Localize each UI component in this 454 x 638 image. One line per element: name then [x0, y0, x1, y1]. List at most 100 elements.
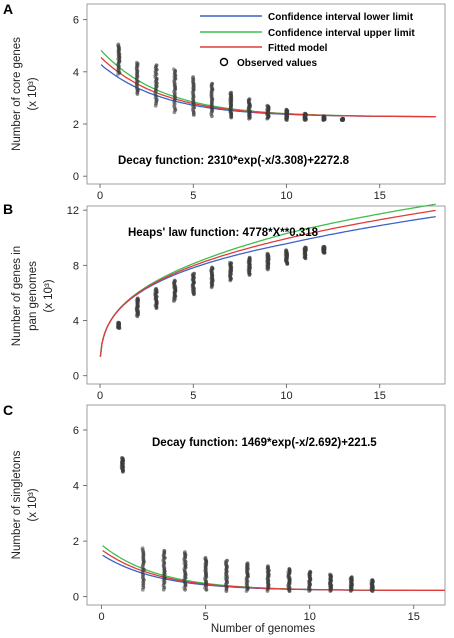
panel-c-ticks: 0 5 10 15 0 2 4 6 — [73, 425, 420, 623]
observed-point — [120, 455, 124, 460]
panel-c: C Number of singletons (x 10³) 0 5 10 15 0 2 4… — [3, 402, 446, 635]
observed-point — [134, 60, 139, 65]
panel-c-curves — [102, 545, 445, 592]
panel-b-curve-fitted — [99, 209, 436, 357]
panel-b-xtick-label: 5 — [190, 390, 196, 402]
observed-point — [183, 550, 187, 555]
observed-point — [116, 42, 121, 47]
observed-point — [303, 245, 308, 250]
observed-point — [284, 107, 289, 112]
observed-point — [284, 248, 288, 253]
observed-point — [349, 575, 354, 580]
observed-point — [327, 572, 332, 577]
panel-a-points — [116, 42, 345, 122]
legend-label-observed: Observed values — [237, 58, 317, 69]
observed-point — [140, 546, 145, 550]
legend: Confidence interval lower limit Confiden… — [200, 12, 415, 69]
observed-point — [154, 94, 159, 99]
observed-point — [210, 114, 214, 119]
legend-label-fitted: Fitted model — [268, 43, 328, 54]
observed-point — [245, 561, 250, 566]
observed-point — [140, 547, 145, 552]
panel-b-ytick-label: 4 — [73, 316, 79, 328]
panel-a-ytick-label: 2 — [73, 119, 79, 131]
observed-point — [135, 296, 140, 301]
observed-point — [153, 92, 158, 97]
observed-point — [183, 580, 187, 585]
observed-point — [322, 114, 326, 119]
observed-point — [370, 578, 375, 582]
observed-point — [172, 105, 177, 110]
observed-point — [191, 75, 196, 79]
panel-c-frame — [86, 404, 446, 606]
observed-point — [183, 587, 188, 592]
observed-point — [210, 265, 214, 270]
legend-label-lower: Confidence interval lower limit — [268, 12, 414, 23]
panel-b-yunit: (x 10³) — [43, 279, 55, 312]
legend-label-upper: Confidence interval upper limit — [268, 28, 415, 39]
panel-c-xtick-label: 10 — [304, 611, 316, 623]
observed-point — [154, 63, 159, 68]
panel-a: A Number of core genes (x 10³) 0 5 10 15 0 2 4… — [3, 1, 446, 202]
observed-point — [328, 573, 333, 577]
observed-point — [154, 76, 159, 81]
panel-b-annotation: Heaps' law function: 4778*X**0.318 — [128, 227, 319, 239]
panel-c-ytick-label: 6 — [73, 425, 79, 437]
panel-a-letter: A — [3, 1, 13, 17]
observed-point — [116, 320, 121, 325]
observed-point — [191, 92, 196, 96]
panel-a-ytick-label: 0 — [73, 171, 79, 183]
panel-c-xlabel: Number of genomes — [211, 623, 315, 635]
panel-a-xtick-label: 0 — [97, 190, 103, 202]
observed-point — [172, 278, 177, 283]
legend-marker-observed — [219, 57, 229, 67]
panel-b-points — [116, 244, 327, 330]
panel-b-frame — [86, 205, 446, 385]
panel-b-ylabel-line2: pan genomes — [27, 261, 39, 331]
panel-a-xtick-label: 15 — [374, 190, 386, 202]
panel-b-curves — [99, 203, 436, 357]
observed-point — [162, 585, 167, 590]
panel-a-xtick-label: 10 — [280, 190, 292, 202]
observed-point — [287, 567, 292, 571]
observed-point — [141, 572, 146, 577]
panel-b-xtick-label: 10 — [280, 390, 292, 402]
observed-point — [265, 103, 270, 108]
observed-point — [173, 68, 178, 73]
observed-point — [247, 255, 252, 260]
observed-point — [173, 91, 177, 96]
panel-c-xtick-label: 15 — [408, 611, 420, 623]
panel-b-ytick-label: 8 — [73, 260, 79, 272]
panel-b-ylabel-line1: Number of genes in — [11, 246, 23, 346]
observed-point — [135, 79, 140, 84]
observed-point — [265, 251, 270, 256]
panel-a-ticks: 0 5 10 15 0 2 4 6 — [73, 15, 386, 202]
observed-point — [265, 564, 270, 568]
panel-b: B Number of genes in pan genomes (x 10³)… — [3, 201, 446, 402]
panel-b-ytick-label: 0 — [73, 371, 79, 383]
panel-a-yunit: (x 10³) — [27, 77, 39, 110]
panel-b-xtick-label: 0 — [97, 390, 103, 402]
panel-c-ytick-label: 0 — [73, 592, 79, 604]
observed-point — [229, 261, 234, 266]
panel-c-ytick-label: 4 — [73, 481, 79, 493]
panel-b-ytick-label: 12 — [67, 205, 79, 217]
panel-c-annotation: Decay function: 1469*exp(-x/2.692)+221.5 — [152, 437, 377, 449]
observed-point — [227, 260, 232, 265]
panel-a-ylabel: Number of core genes — [11, 37, 23, 151]
observed-point — [225, 558, 229, 563]
panel-b-letter: B — [3, 201, 13, 217]
observed-point — [182, 568, 187, 573]
observed-point — [153, 75, 158, 80]
observed-point — [141, 549, 146, 553]
observed-point — [308, 569, 312, 574]
observed-point — [321, 244, 326, 249]
observed-point — [303, 111, 308, 116]
observed-point — [192, 271, 197, 276]
observed-point — [162, 548, 167, 553]
panel-c-points — [119, 455, 375, 593]
observed-point — [162, 575, 167, 580]
observed-point — [141, 566, 145, 571]
panel-b-curve-upper — [99, 203, 436, 357]
